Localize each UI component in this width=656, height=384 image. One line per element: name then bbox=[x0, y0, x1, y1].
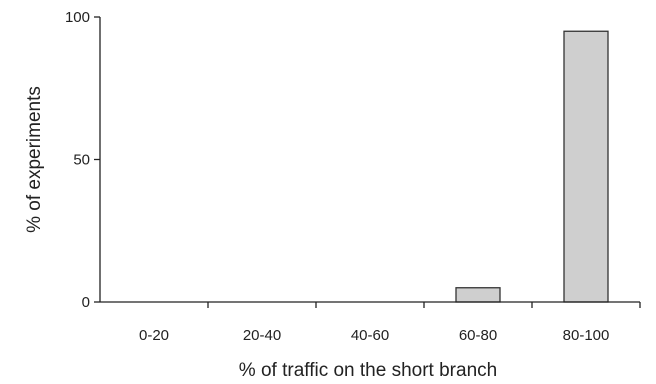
x-tick-label: 20-40 bbox=[243, 327, 281, 344]
x-tick-label: 80-100 bbox=[563, 327, 610, 344]
y-tick-label: 0 bbox=[82, 294, 90, 311]
y-ticks-group: 0 50 100 bbox=[65, 9, 100, 311]
bars-group bbox=[455, 30, 609, 303]
x-ticks-group: 0-20 20-40 40-60 60-80 80-100 bbox=[139, 302, 641, 344]
bar-80-100 bbox=[563, 30, 609, 303]
y-tick-label: 100 bbox=[65, 9, 90, 26]
x-tick-label: 40-60 bbox=[351, 327, 389, 344]
bar-60-80 bbox=[455, 287, 501, 303]
y-axis-title: % of experiments bbox=[24, 86, 45, 233]
x-tick-label: 60-80 bbox=[459, 327, 497, 344]
y-tick-label: 50 bbox=[73, 152, 90, 169]
x-axis-title: % of traffic on the short branch bbox=[239, 360, 497, 381]
x-tick-label: 0-20 bbox=[139, 327, 169, 344]
